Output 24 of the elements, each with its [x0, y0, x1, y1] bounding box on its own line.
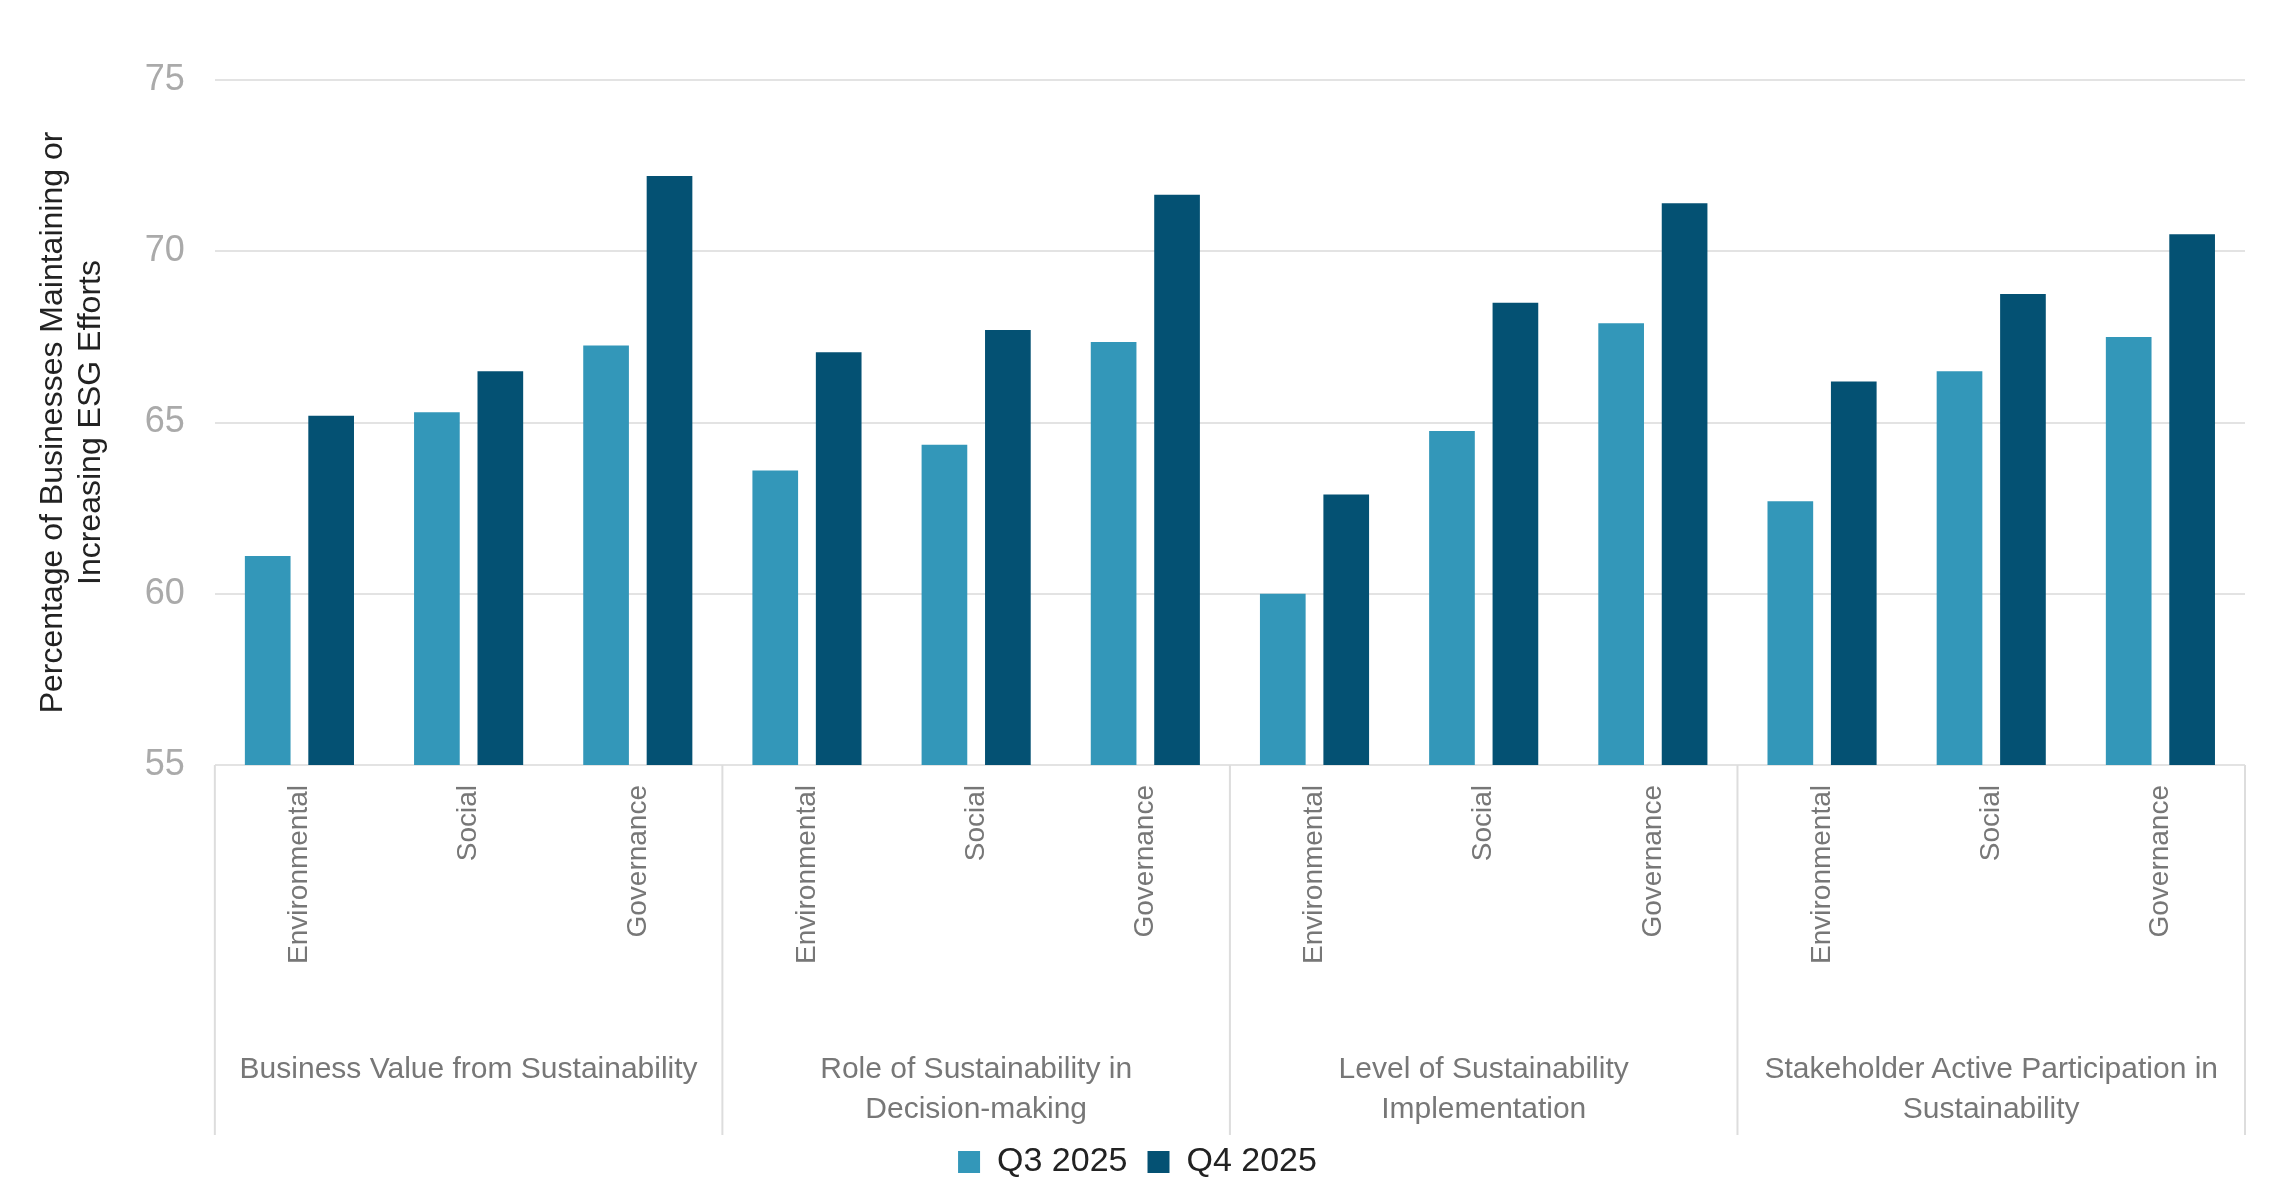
y-tick-label: 75 [144, 56, 185, 98]
text: Stakeholder Active Participation in Sustainability [1764, 1051, 2219, 1125]
x-tick-label: Governance [1128, 785, 1160, 938]
x-tick-label: Governance [1635, 785, 1667, 938]
x-tick-label: Environmental [1804, 785, 1836, 964]
x-tick-label: Governance [2143, 785, 2175, 938]
text: Business Value from Sustainability [239, 1051, 698, 1085]
x-tick-label: Social [451, 785, 483, 862]
legend-label: Q3 2025 [997, 1140, 1128, 1179]
x-tick-label: Social [1466, 785, 1498, 862]
legend-label: Q4 2025 [1186, 1140, 1317, 1179]
y-tick-label: 70 [144, 228, 185, 270]
y-tick-label: 55 [144, 741, 185, 783]
y-tick-label: 60 [144, 570, 185, 612]
x-tick-label: Environmental [282, 785, 314, 964]
text: Level of Sustainability Implementation [1338, 1051, 1629, 1125]
x-tick-label: Environmental [1297, 785, 1329, 964]
x-tick-label: Social [1973, 785, 2005, 862]
x-tick-label: Governance [620, 785, 652, 938]
x-tick-label: Environmental [789, 785, 821, 964]
x-tick-label: Social [958, 785, 990, 862]
y-tick-label: 65 [144, 399, 185, 441]
y-axis-title: Percentage of Businesses Maintaining or Increasing ESG Efforts [33, 131, 108, 714]
text: Role of Sustainability in Decision-making [820, 1051, 1133, 1125]
